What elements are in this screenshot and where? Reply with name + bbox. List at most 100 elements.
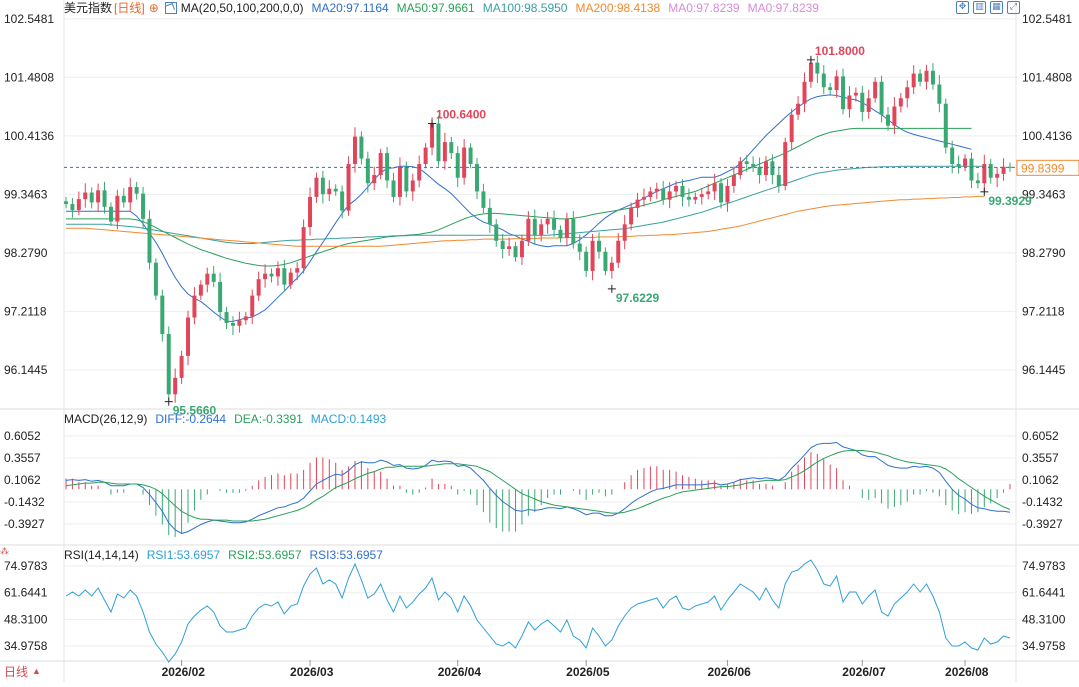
candle-body xyxy=(937,84,942,104)
price-tick-left: 98.2790 xyxy=(4,246,48,260)
candle-body xyxy=(1008,166,1012,168)
candle-body xyxy=(359,136,364,159)
candle-body xyxy=(218,281,223,313)
macd-indicator-label[interactable]: MACD(26,12,9) xyxy=(64,412,148,426)
candle-body xyxy=(532,218,537,236)
candle-body xyxy=(539,224,544,236)
candle-body xyxy=(198,284,203,296)
candle-body xyxy=(115,195,120,222)
candle-body xyxy=(192,295,197,318)
ma0-value-b: MA0:97.8239 xyxy=(747,1,819,15)
candle-body xyxy=(128,187,133,203)
candle-body xyxy=(108,206,113,222)
candle-body xyxy=(455,153,460,178)
candle-body xyxy=(397,166,402,197)
period-footer[interactable]: 日线 ▲ xyxy=(0,660,41,682)
candle-body xyxy=(918,73,923,82)
candle-body xyxy=(173,377,178,395)
candle-body xyxy=(879,81,884,115)
move-icon[interactable]: ✥ xyxy=(956,1,969,14)
candle-body xyxy=(783,142,788,186)
candle-body xyxy=(763,161,768,175)
instrument-title: 美元指数 xyxy=(64,1,113,15)
candle-body xyxy=(577,243,582,252)
extreme-label-low3: 99.3929 xyxy=(988,194,1032,208)
candle-body xyxy=(699,194,704,197)
candle-body xyxy=(269,273,274,277)
macd-tick-left: 0.3557 xyxy=(4,451,41,465)
layout-icon[interactable]: ▥ xyxy=(973,1,986,14)
candle-body xyxy=(263,273,268,280)
price-tick-left: 97.2118 xyxy=(4,304,47,318)
macd-tick-right: 0.1062 xyxy=(1022,473,1059,487)
candle-body xyxy=(224,312,229,324)
rsi-tick-left: 74.9783 xyxy=(4,559,48,573)
candle-body xyxy=(885,114,890,126)
candle-body xyxy=(391,180,396,197)
candle-body xyxy=(853,92,858,96)
candle-body xyxy=(558,229,563,239)
candle-body xyxy=(911,73,916,88)
candle-body xyxy=(629,207,634,225)
macd-dea-value: DEA:-0.3391 xyxy=(234,412,303,426)
pane-resize-icon[interactable]: ⁂ xyxy=(0,547,9,557)
candle-body xyxy=(295,268,300,273)
candle-body xyxy=(924,70,929,82)
split-view-icon[interactable]: ▦ xyxy=(990,1,1003,14)
candle-body xyxy=(237,320,242,326)
candle-body xyxy=(423,147,428,165)
rsi-indicator-label[interactable]: RSI(14,14,14) xyxy=(64,548,139,562)
candle-body xyxy=(64,201,68,205)
candle-body xyxy=(385,153,390,181)
candle-body xyxy=(860,92,865,112)
candle-body xyxy=(166,333,171,395)
candle-body xyxy=(751,164,756,167)
candle-body xyxy=(706,191,711,195)
candle-body xyxy=(70,204,75,211)
candle-body xyxy=(519,240,524,258)
current-price-label: 99.8399 xyxy=(1021,161,1065,175)
ma50-value: MA50:97.9661 xyxy=(396,1,475,15)
candle-body xyxy=(963,158,968,167)
candle-body xyxy=(83,192,88,200)
x-tick-label: 2026/05 xyxy=(566,665,610,679)
candle-body xyxy=(667,191,672,200)
ma-indicator-label[interactable]: MA(20,50,100,200,0,0) xyxy=(180,1,304,15)
candle-body xyxy=(731,174,736,186)
candle-body xyxy=(89,192,94,203)
ma-line-ma200 xyxy=(66,195,985,247)
ma0-value-a: MA0:97.8239 xyxy=(668,1,740,15)
candle-body xyxy=(892,106,897,126)
rsi2-value: RSI2:53.6957 xyxy=(228,548,302,562)
rsi-tick-right: 74.9783 xyxy=(1022,559,1066,573)
candle-body xyxy=(821,73,826,88)
period-selector[interactable]: [日线] xyxy=(114,1,145,15)
candle-body xyxy=(815,62,820,74)
candle-body xyxy=(121,195,126,203)
extreme-label-low2: 97.6229 xyxy=(616,291,660,305)
extreme-label-high2: 101.8000 xyxy=(815,44,865,58)
candle-body xyxy=(141,193,146,219)
candle-body xyxy=(102,190,107,207)
candle-body xyxy=(327,188,332,195)
ma-line-ma50 xyxy=(66,127,972,267)
candle-body xyxy=(680,185,685,197)
rsi-tick-right: 34.9758 xyxy=(1022,639,1066,653)
candle-body xyxy=(160,295,165,334)
ma20-value: MA20:97.1164 xyxy=(311,1,389,15)
candle-body xyxy=(230,323,235,326)
candle-body xyxy=(905,87,910,99)
candle-body xyxy=(134,187,139,194)
candle-body xyxy=(808,62,813,82)
candle-body xyxy=(410,180,415,192)
candle-body xyxy=(282,268,287,285)
rsi-legend: RSI(14,14,14) RSI1:53.6957 RSI2:53.6957 … xyxy=(64,548,383,562)
extreme-label-low1: 95.5660 xyxy=(173,404,217,418)
price-tick-right: 99.3463 xyxy=(1022,187,1066,201)
fullscreen-icon[interactable]: ⤢ xyxy=(1007,1,1020,14)
macd-tick-left: -0.1432 xyxy=(4,495,45,509)
add-indicator-icon[interactable]: ⊕ xyxy=(148,1,159,15)
ma-settings-icon[interactable] xyxy=(164,2,177,14)
candle-body xyxy=(757,166,762,175)
